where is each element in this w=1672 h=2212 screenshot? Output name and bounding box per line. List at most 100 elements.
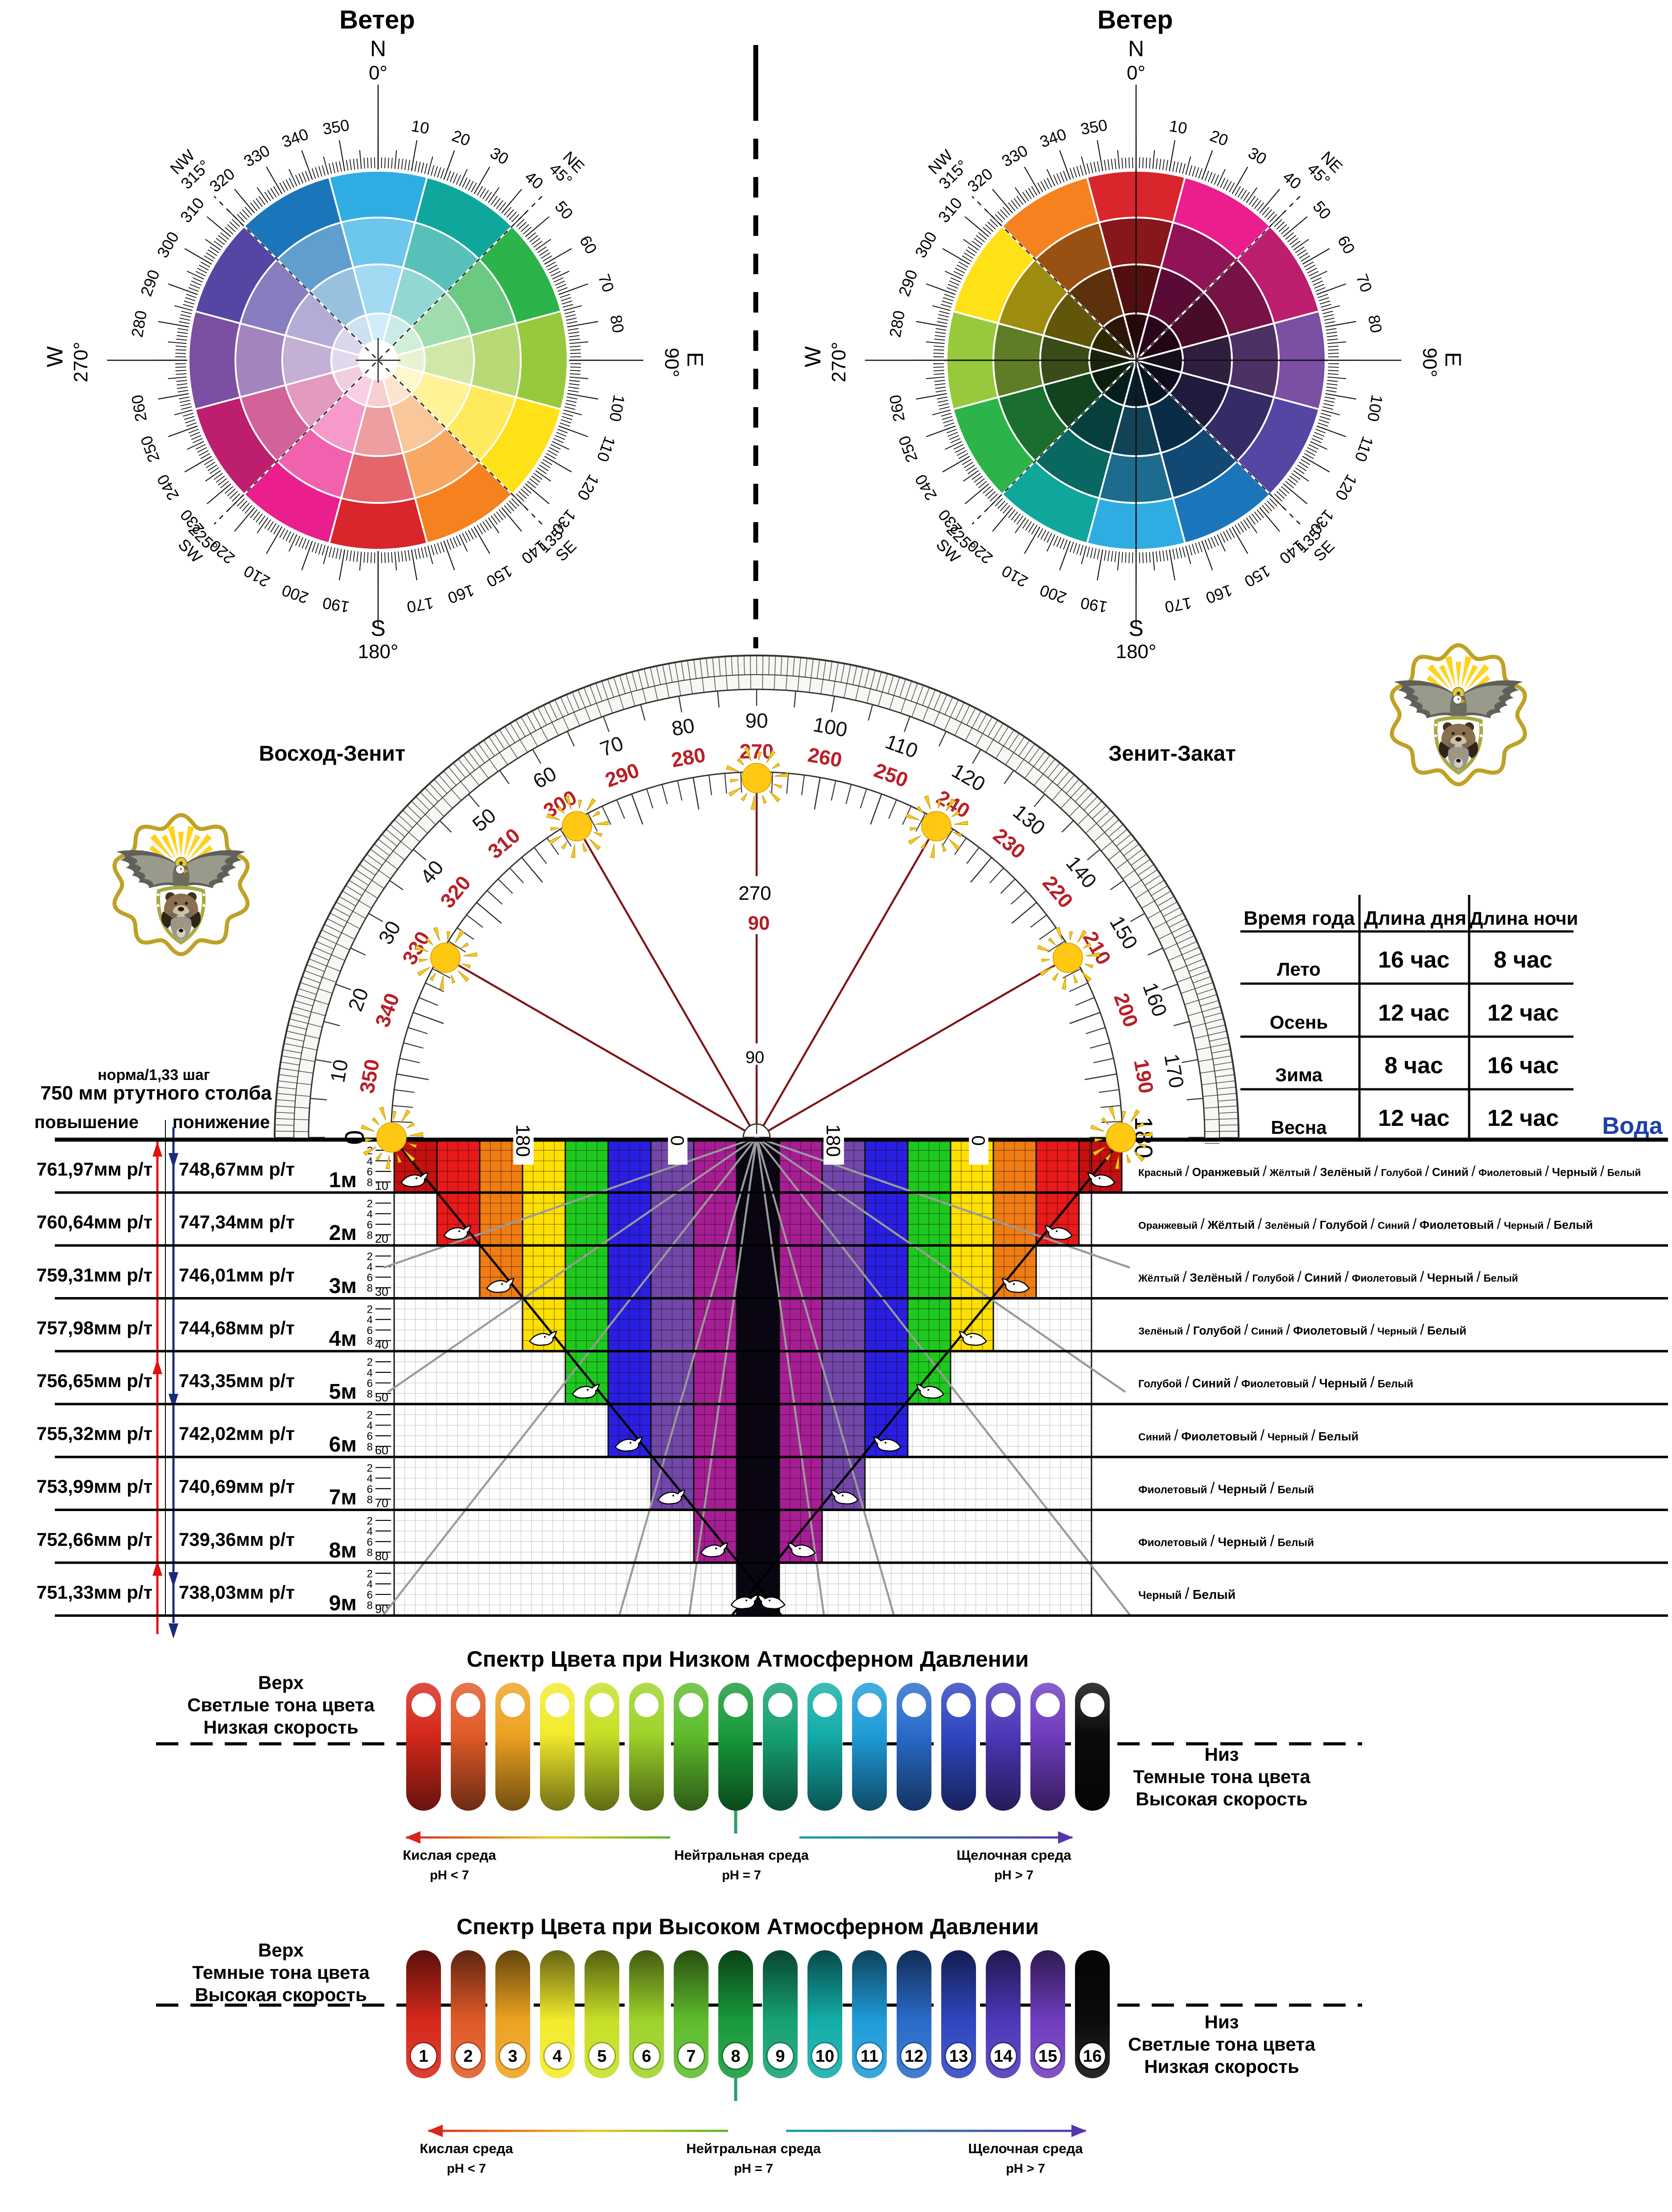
- svg-text:748,67мм р/т: 748,67мм р/т: [179, 1159, 295, 1180]
- svg-text:20: 20: [375, 1232, 388, 1245]
- svg-text:8: 8: [731, 2047, 740, 2066]
- svg-text:180°: 180°: [358, 641, 398, 663]
- svg-text:Зима: Зима: [1275, 1064, 1323, 1085]
- svg-text:Верх: Верх: [258, 1940, 304, 1961]
- svg-text:760,64мм р/т: 760,64мм р/т: [37, 1211, 152, 1232]
- svg-text:Черный / Белый: Черный / Белый: [1138, 1584, 1235, 1602]
- svg-text:5м: 5м: [329, 1380, 357, 1404]
- svg-text:2: 2: [367, 1515, 373, 1527]
- svg-text:80: 80: [670, 713, 696, 740]
- svg-text:pH = 7: pH = 7: [734, 2162, 773, 2176]
- svg-text:6: 6: [367, 1536, 373, 1548]
- svg-text:11: 11: [861, 2047, 878, 2066]
- svg-text:4: 4: [367, 1420, 373, 1432]
- svg-text:6: 6: [367, 1378, 373, 1390]
- svg-text:2: 2: [367, 1462, 373, 1474]
- svg-text:738,03мм р/т: 738,03мм р/т: [179, 1582, 295, 1602]
- svg-text:Спектр Цвета при Низком Атмосф: Спектр Цвета при Низком Атмосферном Давл…: [467, 1647, 1029, 1672]
- svg-text:753,99мм р/т: 753,99мм р/т: [37, 1476, 152, 1497]
- svg-text:E: E: [1441, 352, 1466, 367]
- svg-text:750 мм ртутного столба: 750 мм ртутного столба: [41, 1082, 272, 1104]
- svg-text:746,01мм р/т: 746,01мм р/т: [179, 1265, 295, 1285]
- svg-text:8 час: 8 час: [1494, 947, 1552, 973]
- svg-text:N: N: [1128, 36, 1144, 61]
- svg-text:6м: 6м: [329, 1433, 357, 1457]
- svg-text:752,66мм р/т: 752,66мм р/т: [37, 1529, 152, 1550]
- svg-text:8 час: 8 час: [1384, 1053, 1443, 1079]
- svg-text:10: 10: [410, 116, 431, 137]
- svg-text:755,32мм р/т: 755,32мм р/т: [37, 1423, 152, 1444]
- svg-text:Светлые тона цвета: Светлые тона цвета: [187, 1694, 375, 1715]
- svg-text:270°: 270°: [828, 342, 850, 382]
- svg-text:Фиолетовый / Черный / Белый: Фиолетовый / Черный / Белый: [1138, 1479, 1314, 1497]
- svg-text:740,69мм р/т: 740,69мм р/т: [179, 1476, 295, 1497]
- svg-text:Синий / Фиолетовый / Черный /: Синий / Фиолетовый / Черный / Белый: [1138, 1427, 1359, 1444]
- svg-text:S: S: [371, 616, 385, 641]
- svg-text:Оранжевый / Жёлтый / Зелёный /: Оранжевый / Жёлтый / Зелёный / Голубой /…: [1138, 1216, 1593, 1232]
- svg-text:12 час: 12 час: [1487, 1000, 1559, 1026]
- svg-text:743,35мм р/т: 743,35мм р/т: [179, 1370, 295, 1391]
- svg-text:Низкая скорость: Низкая скорость: [203, 1717, 358, 1738]
- svg-text:Спектр Цвета при Высоком Атмос: Спектр Цвета при Высоком Атмосферном Дав…: [457, 1914, 1039, 1939]
- svg-text:4: 4: [367, 1578, 373, 1590]
- svg-text:Весна: Весна: [1271, 1117, 1327, 1138]
- svg-text:2: 2: [367, 1198, 373, 1210]
- svg-text:повышение: повышение: [34, 1112, 139, 1132]
- svg-text:8: 8: [367, 1494, 373, 1506]
- svg-text:9: 9: [775, 2047, 785, 2066]
- svg-text:80: 80: [1365, 313, 1386, 334]
- svg-text:4: 4: [367, 1261, 373, 1273]
- svg-text:2: 2: [367, 1304, 373, 1316]
- svg-text:0: 0: [667, 1135, 688, 1145]
- svg-text:40: 40: [375, 1338, 388, 1351]
- svg-text:739,36мм р/т: 739,36мм р/т: [179, 1529, 295, 1550]
- svg-text:8: 8: [367, 1282, 373, 1294]
- svg-text:Время года: Время года: [1244, 907, 1355, 929]
- svg-text:pH > 7: pH > 7: [994, 1868, 1034, 1882]
- svg-text:10: 10: [325, 1058, 352, 1084]
- svg-text:90: 90: [375, 1602, 388, 1615]
- svg-text:N: N: [370, 36, 386, 61]
- svg-text:2м: 2м: [329, 1221, 357, 1245]
- svg-text:180°: 180°: [1116, 641, 1156, 663]
- svg-text:16 час: 16 час: [1378, 947, 1450, 973]
- svg-text:2: 2: [463, 2047, 473, 2066]
- svg-text:Щелочная среда: Щелочная среда: [956, 1847, 1071, 1863]
- svg-text:180: 180: [822, 1124, 844, 1157]
- svg-text:Высокая скорость: Высокая скорость: [1136, 1788, 1308, 1809]
- svg-text:761,97мм р/т: 761,97мм р/т: [37, 1159, 152, 1180]
- svg-text:756,65мм р/т: 756,65мм р/т: [37, 1370, 152, 1391]
- svg-text:Нейтральная среда: Нейтральная среда: [674, 1847, 809, 1863]
- svg-text:7м: 7м: [329, 1486, 357, 1509]
- svg-text:8: 8: [367, 1335, 373, 1347]
- svg-text:0°: 0°: [369, 62, 387, 84]
- svg-text:70: 70: [375, 1496, 388, 1510]
- svg-text:3м: 3м: [329, 1274, 357, 1298]
- svg-text:90°: 90°: [1419, 348, 1441, 378]
- svg-text:E: E: [683, 352, 708, 367]
- svg-text:Длина дня: Длина дня: [1364, 907, 1466, 929]
- svg-text:90: 90: [745, 1048, 764, 1067]
- svg-text:Ветер: Ветер: [339, 5, 415, 34]
- svg-text:3: 3: [508, 2047, 517, 2066]
- svg-text:16 час: 16 час: [1487, 1053, 1559, 1079]
- svg-text:0: 0: [968, 1135, 989, 1145]
- svg-text:90: 90: [745, 709, 768, 732]
- svg-text:751,33мм р/т: 751,33мм р/т: [37, 1582, 152, 1602]
- svg-text:Осень: Осень: [1270, 1012, 1328, 1033]
- svg-text:6: 6: [367, 1325, 373, 1337]
- svg-text:6: 6: [367, 1589, 373, 1601]
- svg-text:80: 80: [375, 1549, 388, 1563]
- svg-text:80: 80: [607, 313, 628, 334]
- svg-text:8: 8: [367, 1388, 373, 1400]
- svg-text:4: 4: [367, 1208, 373, 1220]
- svg-text:Вода: Вода: [1602, 1112, 1663, 1139]
- svg-text:2: 2: [367, 1409, 373, 1421]
- svg-text:757,98мм р/т: 757,98мм р/т: [37, 1317, 152, 1338]
- svg-text:Темные тона цвета: Темные тона цвета: [192, 1962, 370, 1983]
- svg-text:Высокая скорость: Высокая скорость: [195, 1984, 367, 2005]
- svg-text:S: S: [1128, 616, 1143, 641]
- svg-text:30: 30: [375, 1285, 388, 1298]
- svg-text:Фиолетовый / Черный / Белый: Фиолетовый / Черный / Белый: [1138, 1532, 1314, 1550]
- svg-text:10: 10: [1168, 116, 1189, 137]
